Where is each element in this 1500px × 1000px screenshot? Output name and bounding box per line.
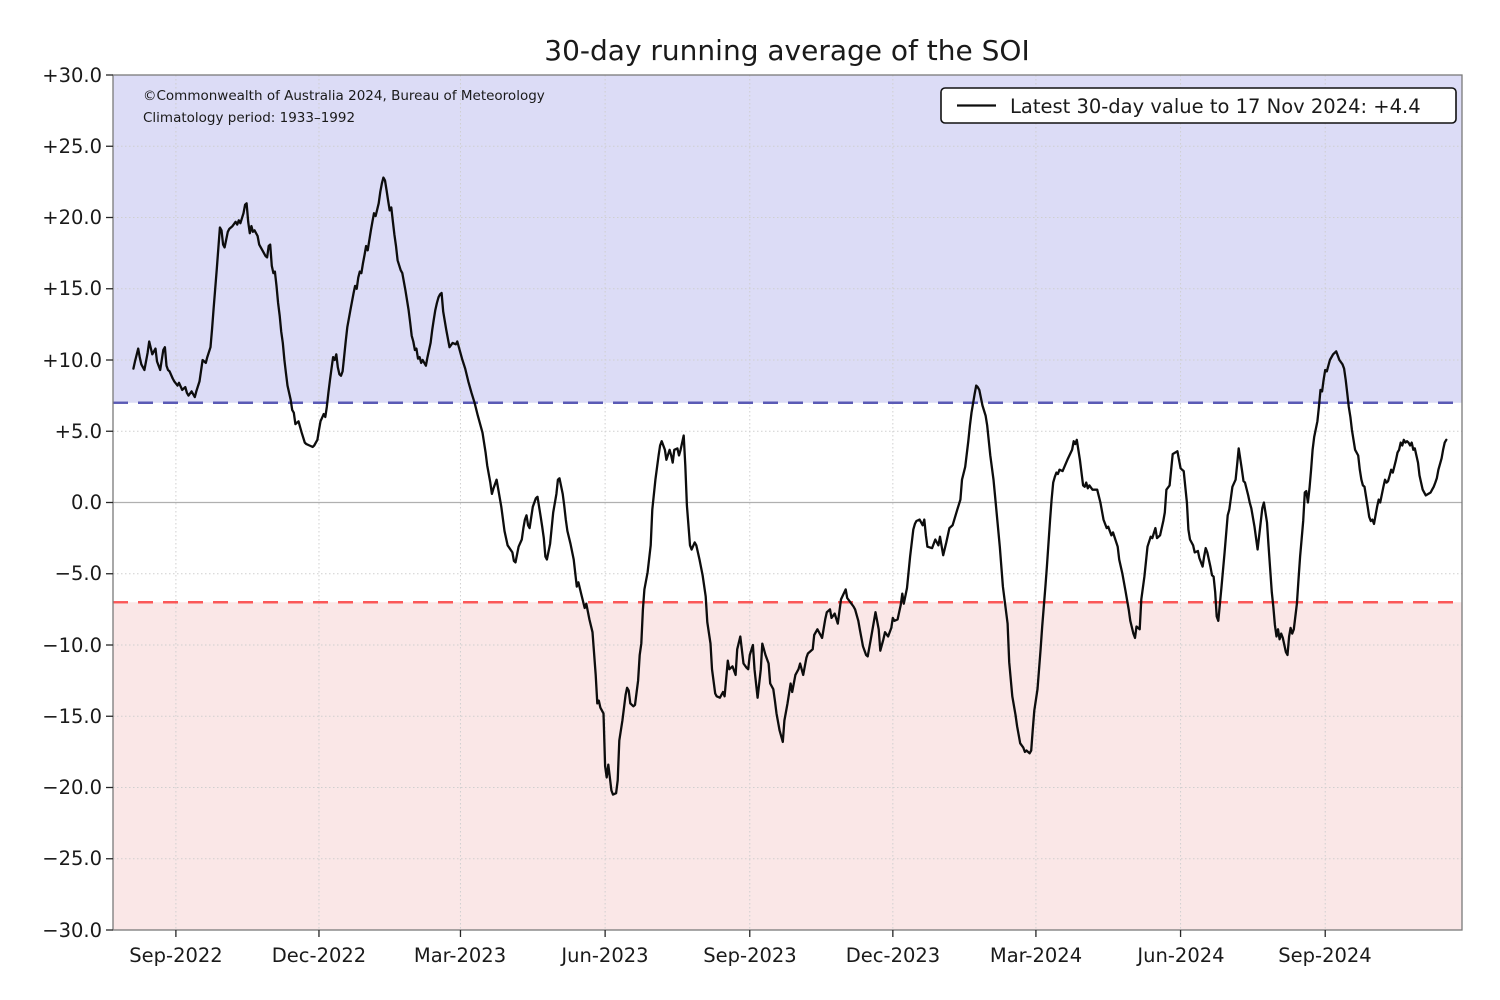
y-tick-label: −15.0 xyxy=(42,705,102,728)
x-tick-label: Jun-2024 xyxy=(1135,944,1224,967)
gridlines xyxy=(113,75,1462,930)
legend-label: Latest 30-day value to 17 Nov 2024: +4.4 xyxy=(1010,95,1421,118)
y-tick-label: +5.0 xyxy=(55,420,102,443)
y-tick-label: −5.0 xyxy=(55,562,102,585)
x-tick-label: Mar-2023 xyxy=(414,944,506,967)
y-tick-label: 0.0 xyxy=(71,491,102,514)
la-nina-band xyxy=(113,75,1462,403)
legend: Latest 30-day value to 17 Nov 2024: +4.4 xyxy=(940,87,1457,124)
y-tick-label: +10.0 xyxy=(42,349,102,372)
x-tick-label: Mar-2024 xyxy=(990,944,1082,967)
soi-series-line xyxy=(132,176,1448,796)
chart-title: 30-day running average of the SOI xyxy=(544,34,1029,67)
y-tick-label: −10.0 xyxy=(42,634,102,657)
y-tick-label: +15.0 xyxy=(42,277,102,300)
y-tick-label: −30.0 xyxy=(42,919,102,942)
x-tick-label: Dec-2022 xyxy=(272,944,366,967)
x-tick-label: Jun-2023 xyxy=(559,944,648,967)
threshold-bands xyxy=(113,75,1462,930)
soi-30day-line xyxy=(132,176,1448,796)
x-tick-label: Sep-2024 xyxy=(1278,944,1371,967)
y-tick-label: −20.0 xyxy=(42,776,102,799)
y-tick-label: −25.0 xyxy=(42,847,102,870)
axis-tick-marks xyxy=(106,74,1326,937)
legend-box xyxy=(940,87,1457,124)
y-tick-label: +30.0 xyxy=(42,64,102,87)
x-tick-label: Dec-2023 xyxy=(846,944,940,967)
el-nino-band xyxy=(113,602,1462,930)
y-tick-label: +20.0 xyxy=(42,206,102,229)
x-tick-label: Sep-2023 xyxy=(703,944,796,967)
climatology-note: Climatology period: 1933–1992 xyxy=(143,110,355,126)
x-tick-label: Sep-2022 xyxy=(129,944,222,967)
y-tick-label: +25.0 xyxy=(42,135,102,158)
copyright-note: ©Commonwealth of Australia 2024, Bureau … xyxy=(143,88,545,104)
